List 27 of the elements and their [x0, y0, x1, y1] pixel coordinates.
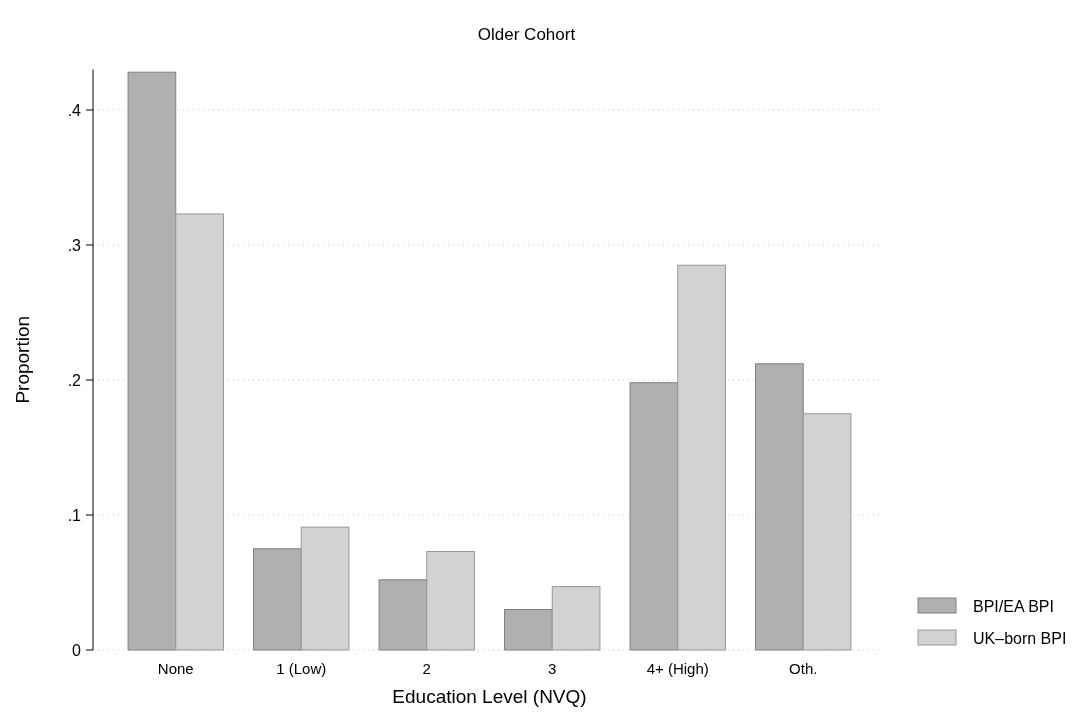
y-tick-label: 0 — [72, 641, 82, 659]
legend-label: UK–born BPI — [973, 629, 1067, 647]
bar — [300, 526, 350, 651]
bar — [755, 363, 804, 651]
x-tick-label: 4+ (High) — [646, 660, 709, 677]
bar — [629, 382, 679, 651]
y-tick-label: .4 — [67, 101, 82, 119]
y-tick-label: .3 — [67, 236, 82, 254]
x-tick-label: 3 — [548, 660, 557, 677]
bar — [504, 609, 553, 651]
bar — [253, 548, 302, 651]
y-tick-label: .2 — [67, 371, 82, 389]
x-tick-label: None — [157, 660, 194, 677]
bar — [127, 71, 177, 651]
bar — [677, 264, 726, 651]
legend-label: BPI/EA BPI — [973, 597, 1054, 615]
bar — [551, 586, 601, 651]
x-tick-label: 1 (Low) — [276, 660, 327, 677]
y-tick-label: .1 — [67, 506, 82, 524]
bar — [426, 550, 475, 651]
y-axis-title: Proportion — [12, 315, 33, 404]
x-tick-label: 2 — [422, 660, 431, 677]
x-tick-label: Oth. — [789, 660, 818, 677]
bar — [378, 579, 428, 651]
chart-title: Older Cohort — [477, 25, 576, 44]
x-axis-title: Education Level (NVQ) — [392, 686, 587, 707]
bar — [175, 213, 224, 651]
